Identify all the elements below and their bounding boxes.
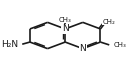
Text: CH₃: CH₃ <box>113 42 126 48</box>
Text: N: N <box>79 44 86 53</box>
Text: N: N <box>62 24 69 33</box>
Text: CH₃: CH₃ <box>59 17 72 23</box>
Text: CH₂: CH₂ <box>102 19 115 25</box>
Text: H₂N: H₂N <box>1 40 18 49</box>
